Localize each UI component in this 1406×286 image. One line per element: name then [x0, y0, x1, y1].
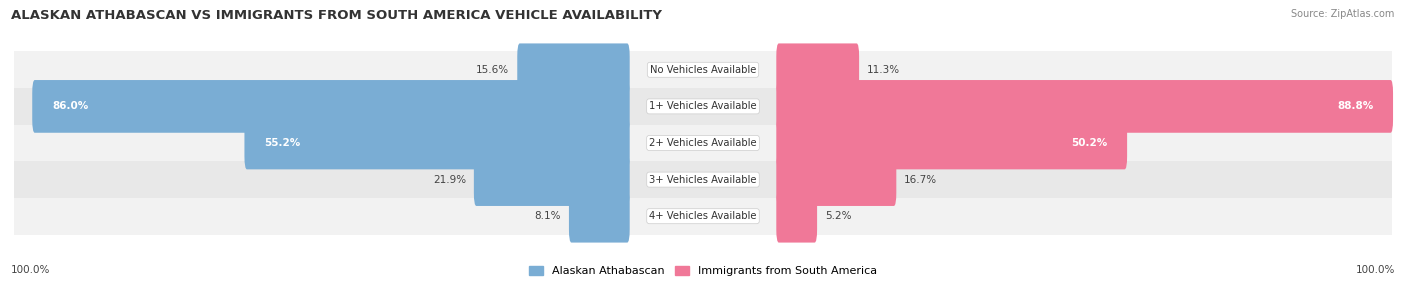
FancyBboxPatch shape — [32, 80, 630, 133]
Text: 3+ Vehicles Available: 3+ Vehicles Available — [650, 175, 756, 184]
Text: 88.8%: 88.8% — [1337, 102, 1374, 111]
Text: 21.9%: 21.9% — [433, 175, 465, 184]
Text: Source: ZipAtlas.com: Source: ZipAtlas.com — [1291, 9, 1395, 19]
FancyBboxPatch shape — [776, 153, 896, 206]
Legend: Alaskan Athabascan, Immigrants from South America: Alaskan Athabascan, Immigrants from Sout… — [524, 261, 882, 281]
FancyBboxPatch shape — [776, 43, 859, 96]
Text: 4+ Vehicles Available: 4+ Vehicles Available — [650, 211, 756, 221]
Text: ALASKAN ATHABASCAN VS IMMIGRANTS FROM SOUTH AMERICA VEHICLE AVAILABILITY: ALASKAN ATHABASCAN VS IMMIGRANTS FROM SO… — [11, 9, 662, 21]
Text: 1+ Vehicles Available: 1+ Vehicles Available — [650, 102, 756, 111]
Text: 8.1%: 8.1% — [534, 211, 561, 221]
Text: 55.2%: 55.2% — [264, 138, 301, 148]
FancyBboxPatch shape — [776, 190, 817, 243]
Text: 5.2%: 5.2% — [825, 211, 852, 221]
Bar — [14, 125, 1392, 161]
FancyBboxPatch shape — [569, 190, 630, 243]
Text: No Vehicles Available: No Vehicles Available — [650, 65, 756, 75]
Text: 100.0%: 100.0% — [1355, 265, 1395, 275]
Text: 16.7%: 16.7% — [904, 175, 938, 184]
FancyBboxPatch shape — [474, 153, 630, 206]
FancyBboxPatch shape — [245, 117, 630, 169]
FancyBboxPatch shape — [776, 117, 1128, 169]
Bar — [14, 88, 1392, 125]
Bar — [14, 51, 1392, 88]
FancyBboxPatch shape — [517, 43, 630, 96]
Text: 2+ Vehicles Available: 2+ Vehicles Available — [650, 138, 756, 148]
Bar — [14, 161, 1392, 198]
Text: 11.3%: 11.3% — [868, 65, 900, 75]
Text: 100.0%: 100.0% — [11, 265, 51, 275]
Text: 86.0%: 86.0% — [52, 102, 89, 111]
Text: 50.2%: 50.2% — [1071, 138, 1108, 148]
Bar — [14, 198, 1392, 235]
FancyBboxPatch shape — [776, 80, 1393, 133]
Text: 15.6%: 15.6% — [477, 65, 509, 75]
